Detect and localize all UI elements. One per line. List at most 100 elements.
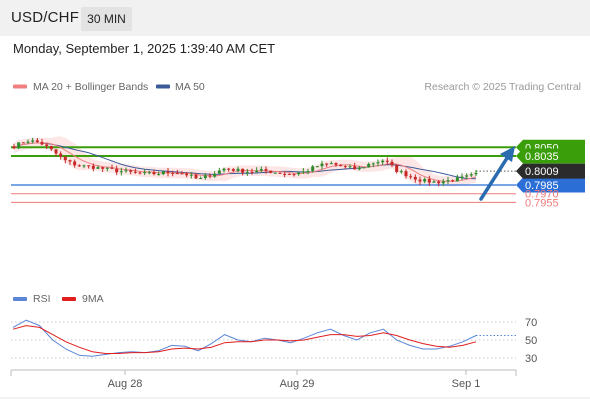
candle-down <box>409 176 413 178</box>
candle-down <box>385 160 389 162</box>
timeframe-button[interactable]: 30 MIN <box>81 7 132 31</box>
candle-down <box>185 173 189 176</box>
candle-up <box>367 163 371 168</box>
candle-up <box>96 167 100 169</box>
candle-up <box>376 162 380 164</box>
candle-up <box>306 171 310 173</box>
support-label: 0.7985 <box>525 180 559 192</box>
candle-up <box>189 174 193 176</box>
candle-up <box>297 172 301 175</box>
candle-down <box>59 153 63 157</box>
candle-up <box>329 163 333 165</box>
candle-down <box>63 156 67 161</box>
rsi-tick-label: 50 <box>525 335 537 347</box>
symbol-title: USD/CHF <box>11 9 80 26</box>
candle-down <box>194 174 198 179</box>
candle-up <box>31 140 35 142</box>
candle-down <box>451 180 455 182</box>
candle-up <box>469 174 473 176</box>
candle-up <box>446 180 450 182</box>
ma20-legend-label: MA 20 + Bollinger Bands <box>33 81 148 93</box>
candle-up <box>362 167 366 169</box>
candle-down <box>264 169 268 171</box>
rsi-ma-line <box>12 325 477 354</box>
candle-up <box>315 166 319 168</box>
support-label-box <box>516 177 585 193</box>
ma50-legend-label: MA 50 <box>175 81 205 93</box>
candle-up <box>105 167 109 169</box>
candle-down <box>73 161 77 166</box>
timestamp: Monday, September 1, 2025 1:39:40 AM CET <box>13 41 276 56</box>
candle-down <box>49 146 53 150</box>
x-tick-label: Aug 28 <box>108 378 143 390</box>
candle-down <box>175 173 179 175</box>
candle-up <box>236 168 240 171</box>
support-label: 0.7970 <box>525 189 559 201</box>
candle-up <box>455 177 459 182</box>
candle-up <box>217 170 221 174</box>
candle-down <box>35 140 39 142</box>
candle-down <box>287 173 291 175</box>
candle-up <box>474 172 478 175</box>
candle-up <box>222 168 226 171</box>
candle-up <box>399 171 403 173</box>
candle-up <box>357 167 361 170</box>
candle-down <box>353 166 357 170</box>
candle-down <box>180 173 184 175</box>
candle-down <box>404 171 408 177</box>
candle-down <box>390 161 394 166</box>
forecast-arrow-head <box>500 146 515 162</box>
candle-down <box>133 171 137 173</box>
candle-up <box>119 171 123 173</box>
rsi-tick-label: 30 <box>525 353 537 365</box>
support-label: 0.7955 <box>525 197 559 209</box>
candle-up <box>348 166 352 168</box>
moving-averages <box>13 142 477 182</box>
candle-down <box>115 168 119 173</box>
candle-down <box>437 181 441 184</box>
rsi-panel: 70 50 30 <box>11 317 537 365</box>
rsi-line <box>12 319 477 357</box>
candle-down <box>418 179 422 182</box>
source-credit: Research © 2025 Trading Central <box>424 81 581 93</box>
candle-up <box>259 169 263 171</box>
candle-down <box>110 167 114 169</box>
rsi-tick-label: 70 <box>525 317 537 329</box>
candle-down <box>166 171 170 173</box>
bollinger-band <box>14 136 476 187</box>
candle-down <box>91 165 95 169</box>
ma50-legend-swatch <box>156 84 170 89</box>
x-tick-label: Sep 1 <box>452 378 481 390</box>
candle-up <box>203 175 207 179</box>
candle-up <box>465 175 469 177</box>
ma50-line <box>13 142 477 180</box>
forecast-arrow-shaft <box>479 153 511 201</box>
ma20-line <box>13 142 477 182</box>
candle-down <box>339 164 343 167</box>
rsi-ma-legend-label: 9MA <box>82 293 104 305</box>
candle-up <box>301 171 305 173</box>
candle-down <box>68 160 72 162</box>
candle-down <box>77 165 81 167</box>
candle-up <box>143 172 147 174</box>
ma20-legend-swatch <box>13 84 27 89</box>
candle-down <box>171 172 175 174</box>
candle-down <box>427 179 431 183</box>
candle-up <box>432 181 436 183</box>
candle-up <box>157 174 161 176</box>
candle-down <box>283 173 287 175</box>
candle-up <box>441 181 445 184</box>
rsi-ma-legend-swatch <box>62 297 76 301</box>
candle-up <box>82 165 86 167</box>
candle-up <box>199 178 203 180</box>
candle-down <box>101 167 105 169</box>
candle-down <box>208 175 212 177</box>
candle-down <box>269 170 273 173</box>
candle-down <box>54 149 58 154</box>
top-bar: USD/CHF 30 MIN <box>0 0 590 36</box>
candle-down <box>87 165 91 167</box>
candle-up <box>26 141 30 143</box>
candlesticks <box>12 137 478 187</box>
candle-down <box>152 172 156 175</box>
